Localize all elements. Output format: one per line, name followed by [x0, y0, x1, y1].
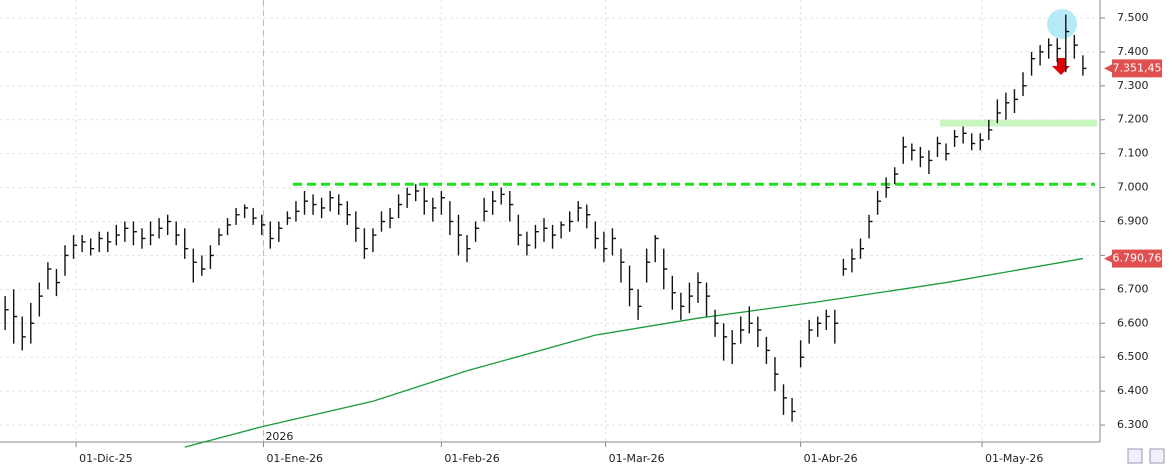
support-zone: [940, 119, 1097, 127]
last-value-box: [1112, 249, 1162, 268]
y-tick-label: 7.200: [1117, 113, 1149, 126]
last-value-pointer: [1104, 64, 1112, 73]
last-value-label: 6.790,76: [1113, 252, 1162, 265]
save-button[interactable]: [1149, 448, 1165, 464]
y-tick-label: 6.500: [1117, 350, 1149, 363]
last-value-label: 7.351,45: [1113, 61, 1162, 74]
last-value-pointer: [1104, 254, 1112, 263]
y-tick-label: 6.700: [1117, 282, 1149, 295]
down-arrow: [1052, 58, 1070, 75]
y-tick-label: 6.300: [1117, 418, 1149, 431]
year-label: 2026: [265, 430, 293, 443]
x-tick-label: 01-Ene-26: [266, 452, 323, 465]
x-tick-label: 01-Dic-25: [79, 452, 133, 465]
y-tick-label: 7.300: [1117, 79, 1149, 92]
x-tick-label: 01-Feb-26: [444, 452, 499, 465]
x-tick-label: 01-Abr-26: [804, 452, 858, 465]
x-tick-label: 01-May-26: [985, 452, 1043, 465]
y-tick-label: 7.500: [1117, 11, 1149, 24]
y-tick-label: 7.400: [1117, 45, 1149, 58]
highlight-circle: [1047, 9, 1077, 39]
moving-average: [184, 257, 1084, 448]
y-tick-label: 6.600: [1117, 316, 1149, 329]
y-tick-label: 6.400: [1117, 384, 1149, 397]
zoom-button[interactable]: [1127, 448, 1143, 464]
y-tick-label: 7.000: [1117, 181, 1149, 194]
last-value-box: [1112, 59, 1162, 78]
y-tick-label: 7.100: [1117, 147, 1149, 160]
x-tick-label: 01-Mar-26: [609, 452, 665, 465]
y-tick-label: 6.900: [1117, 215, 1149, 228]
